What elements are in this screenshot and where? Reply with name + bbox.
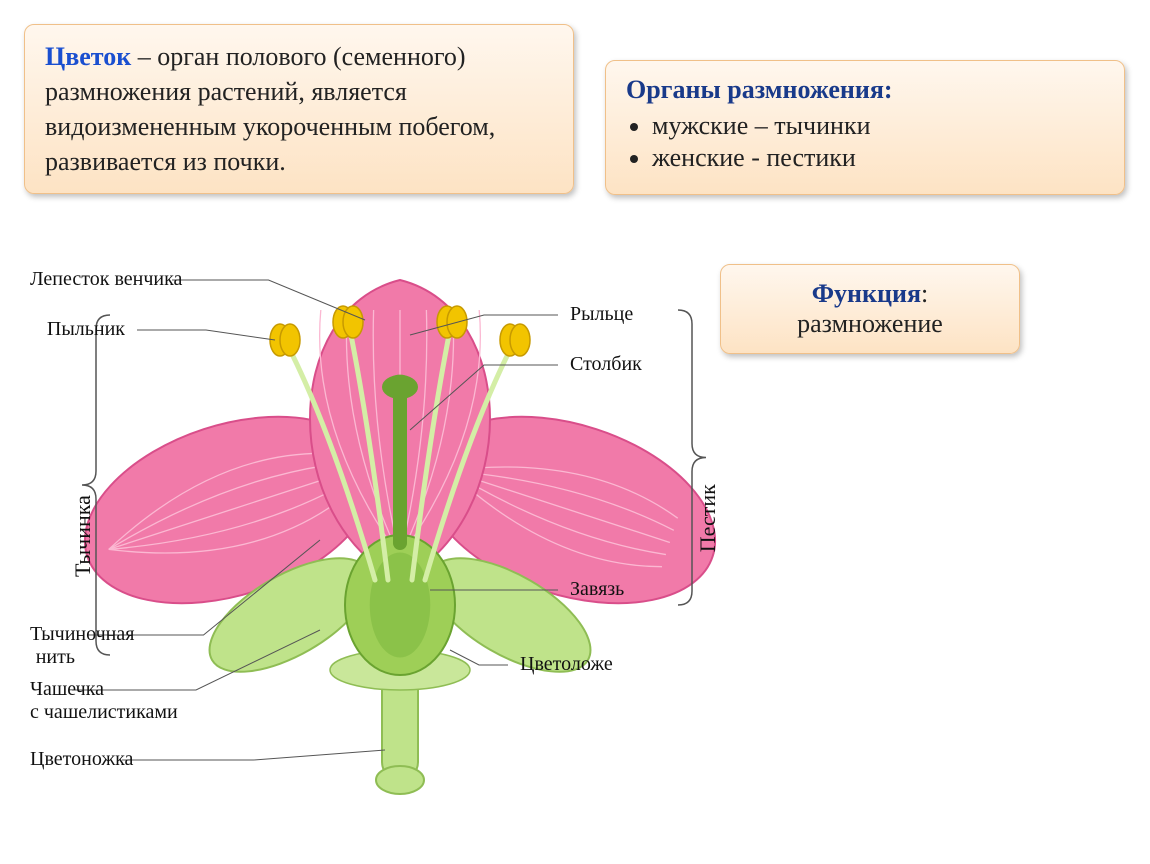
diagram-label: Пыльник — [30, 318, 125, 341]
organs-item-female: женские - пестики — [652, 143, 1104, 173]
diagram-label: Лепесток венчика — [30, 268, 160, 291]
diagram-label: Рыльце — [570, 303, 633, 326]
diagram-label: Завязь — [570, 578, 624, 601]
organs-item-male: мужские – тычинки — [652, 111, 1104, 141]
organs-list: мужские – тычинки женские - пестики — [626, 111, 1104, 173]
diagram-label: Цветоложе — [520, 653, 613, 676]
flower-svg — [30, 260, 790, 840]
flower-diagram: Лепесток венчика Пыльник Тычиночнаянить Чаш… — [30, 260, 790, 840]
function-text: размножение — [797, 309, 943, 338]
group-label-stamen: Тычинка — [70, 390, 96, 577]
diagram-label: Тычиночнаянить — [30, 623, 75, 669]
diagram-label: Цветоножка — [30, 748, 110, 771]
function-colon: : — [921, 279, 928, 308]
organs-header: Органы размножения: — [626, 75, 1104, 105]
group-label-pistil: Пестик — [695, 390, 721, 552]
diagram-label: Столбик — [570, 353, 642, 376]
organs-card: Органы размножения: мужские – тычинки же… — [605, 60, 1125, 195]
function-header: Функция — [812, 279, 921, 308]
definition-card: Цветок – орган полового (семенного) разм… — [24, 24, 574, 194]
definition-keyword: Цветок — [45, 42, 131, 71]
diagram-label: Чашечкас чашелистиками — [30, 678, 60, 724]
